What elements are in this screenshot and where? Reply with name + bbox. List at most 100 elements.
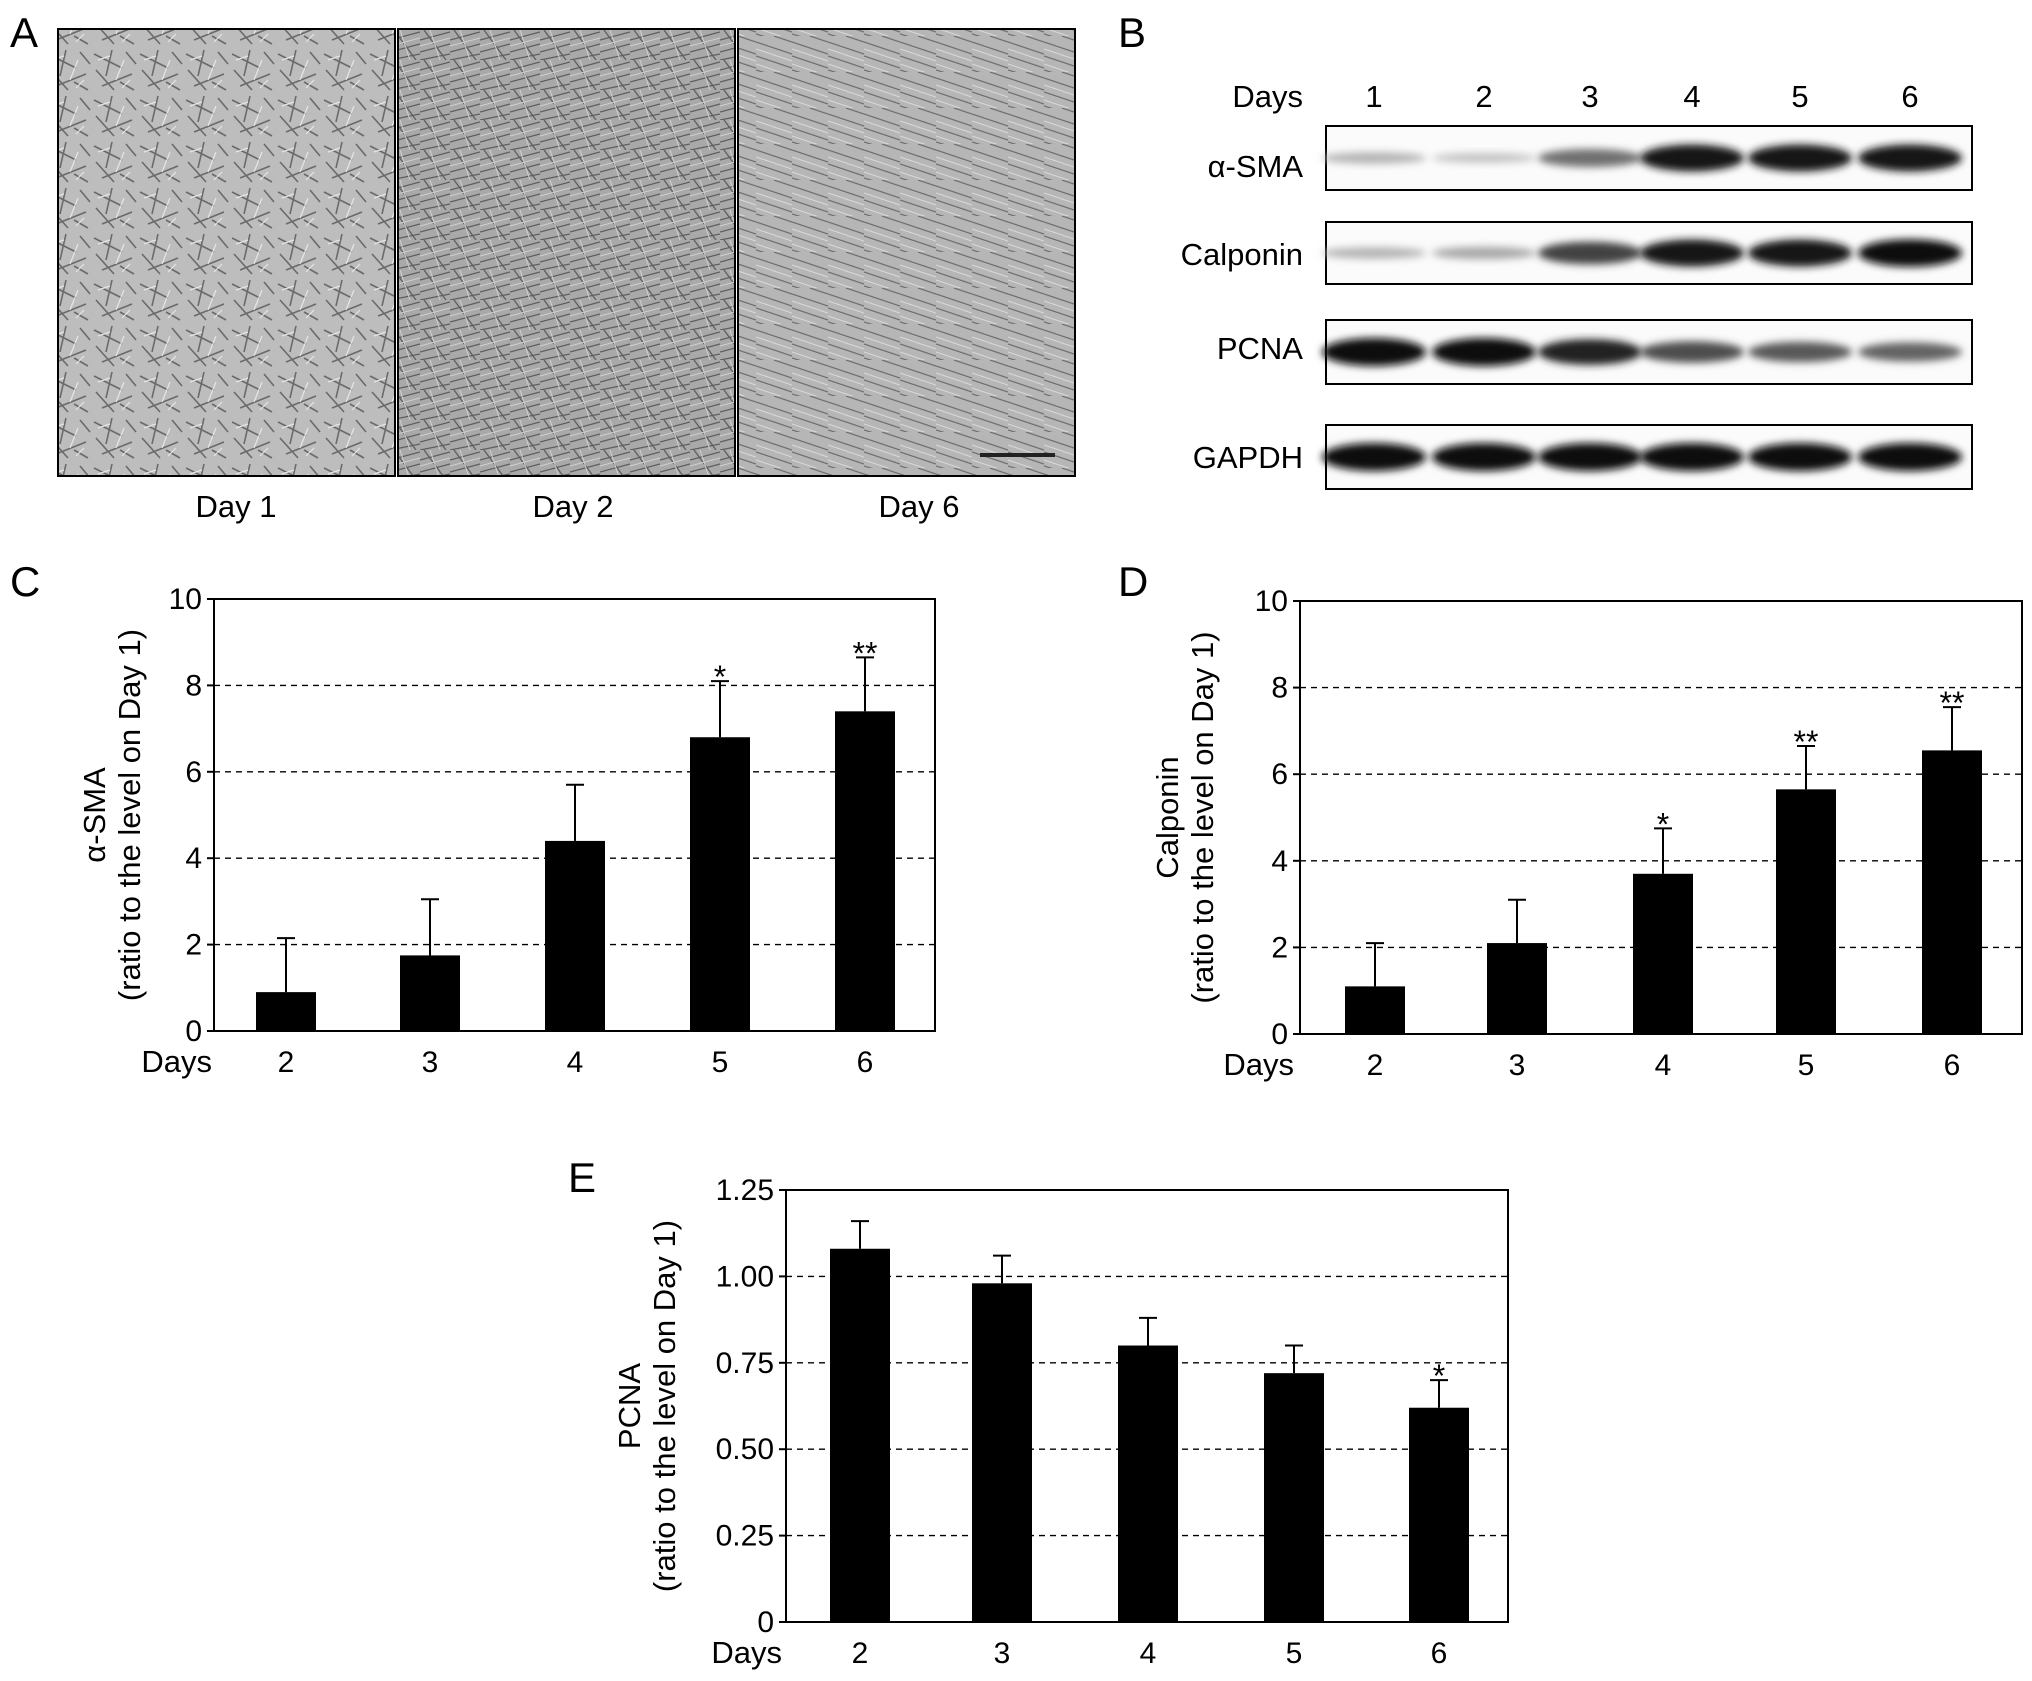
blot-day-3: 3 xyxy=(1581,79,1598,114)
blot-band xyxy=(1538,339,1642,365)
blot-day-4: 4 xyxy=(1683,79,1700,114)
blot-row-3: GAPDH xyxy=(1193,424,1973,490)
plot-frame xyxy=(213,598,936,1032)
y-axis-label-sub: (ratio to the level on Day 1) xyxy=(1185,631,1220,1003)
panel-a: A Day 1 Day 2 Day 6 xyxy=(10,9,1076,524)
significance-marker: ** xyxy=(853,635,878,671)
panel-letter-d: D xyxy=(1118,558,1148,605)
x-tick-label: 3 xyxy=(1509,1049,1526,1082)
blot-band xyxy=(1640,341,1744,363)
bar-day-3 xyxy=(972,1283,1032,1622)
blot-row-2: PCNA xyxy=(1217,319,1973,385)
x-tick-label: 4 xyxy=(1655,1049,1672,1082)
blot-band xyxy=(1640,144,1744,172)
panel-letter-b: B xyxy=(1118,9,1146,56)
x-axis-label: Days xyxy=(711,1635,782,1670)
x-axis-label: Days xyxy=(1223,1047,1294,1082)
y-axis-label-sub: (ratio to the level on Day 1) xyxy=(112,629,147,1001)
blot-band xyxy=(1858,144,1962,172)
bar-day-6 xyxy=(835,711,895,1031)
blot-band xyxy=(1858,239,1962,267)
bar-day-6 xyxy=(1922,750,1982,1034)
y-tick-label: 6 xyxy=(185,756,202,789)
x-tick-label: 6 xyxy=(857,1046,874,1079)
y-tick-label: 0.50 xyxy=(716,1433,774,1466)
y-tick-label: 4 xyxy=(1271,845,1288,878)
x-tick-label: 4 xyxy=(567,1046,584,1079)
blot-band xyxy=(1432,443,1536,471)
blot-band xyxy=(1640,443,1744,471)
plot-frame xyxy=(1299,600,2023,1035)
y-tick-label: 0.25 xyxy=(716,1520,774,1553)
blot-band xyxy=(1748,443,1852,471)
blot-band xyxy=(1858,443,1962,471)
blot-band xyxy=(1538,241,1642,265)
blot-band xyxy=(1432,153,1536,163)
plot-frame xyxy=(785,1189,1509,1623)
caption-day-2: Day 2 xyxy=(533,489,614,524)
panel-letter-c: C xyxy=(10,558,40,605)
blot-band xyxy=(1432,246,1536,260)
x-tick-label: 5 xyxy=(1286,1637,1303,1670)
y-axis-label: PCNA xyxy=(612,1363,647,1449)
x-tick-label: 2 xyxy=(852,1637,869,1670)
x-tick-label: 2 xyxy=(278,1046,295,1079)
significance-marker: * xyxy=(1433,1358,1445,1394)
blot-band xyxy=(1322,443,1426,471)
y-axis-label-sub: (ratio to the level on Day 1) xyxy=(647,1220,682,1592)
caption-day-1: Day 1 xyxy=(196,489,277,524)
y-axis-label: Calponin xyxy=(1150,756,1185,878)
bar-day-2 xyxy=(1345,986,1405,1034)
blot-days-label: Days xyxy=(1232,79,1303,114)
y-tick-label: 6 xyxy=(1271,758,1288,791)
blot-band xyxy=(1322,152,1426,164)
bar-day-2 xyxy=(830,1248,890,1622)
blot-band xyxy=(1748,341,1852,363)
y-axis-label: α-SMA xyxy=(77,767,112,863)
bar-day-6 xyxy=(1409,1407,1469,1622)
y-tick-label: 0.75 xyxy=(716,1347,774,1380)
micrograph-day-1 xyxy=(57,28,396,477)
panel-b: B Days 1 2 3 4 5 6 α-SMA Calponin PCNA GAPDH xyxy=(1118,9,1973,490)
x-tick-label: 3 xyxy=(422,1046,439,1079)
blot-band xyxy=(1748,239,1852,267)
y-tick-label: 4 xyxy=(185,842,202,875)
blot-row-label: α-SMA xyxy=(1208,149,1304,184)
significance-marker: ** xyxy=(1940,685,1965,721)
y-tick-label: 0 xyxy=(757,1606,774,1639)
micrograph-day-6 xyxy=(737,28,1076,477)
micrograph-day-2 xyxy=(397,28,736,477)
bar-day-3 xyxy=(400,955,460,1031)
blot-band xyxy=(1538,148,1642,168)
y-tick-label: 0 xyxy=(185,1015,202,1048)
x-tick-label: 6 xyxy=(1431,1637,1448,1670)
y-tick-label: 8 xyxy=(1271,672,1288,705)
blot-day-5: 5 xyxy=(1791,79,1808,114)
panel-letter-e: E xyxy=(568,1154,596,1201)
blot-band xyxy=(1858,342,1962,362)
bar-day-4 xyxy=(1633,873,1693,1034)
bar-day-2 xyxy=(256,992,316,1031)
bar-day-5 xyxy=(1264,1373,1324,1622)
bar-day-4 xyxy=(545,840,605,1031)
blot-row-label: Calponin xyxy=(1181,237,1303,272)
y-tick-label: 1.00 xyxy=(716,1260,774,1293)
x-tick-label: 3 xyxy=(994,1637,1011,1670)
blot-band xyxy=(1640,239,1744,267)
bar-day-4 xyxy=(1118,1345,1178,1622)
blot-band xyxy=(1322,338,1426,366)
y-tick-label: 8 xyxy=(185,669,202,702)
x-tick-label: 5 xyxy=(712,1046,729,1079)
blot-row-label: PCNA xyxy=(1217,331,1303,366)
blot-day-2: 2 xyxy=(1475,79,1492,114)
x-tick-label: 4 xyxy=(1140,1637,1157,1670)
x-tick-label: 5 xyxy=(1798,1049,1815,1082)
significance-marker: ** xyxy=(1794,724,1819,760)
blot-row-1: Calponin xyxy=(1181,221,1973,285)
blot-band xyxy=(1748,144,1852,172)
bar-day-5 xyxy=(1776,789,1836,1034)
chart-pcna: * 0 0.25 0.50 0.75 1.00 1.25 2 3 4 5 6 Days PCNA (rati… xyxy=(612,1174,1509,1670)
